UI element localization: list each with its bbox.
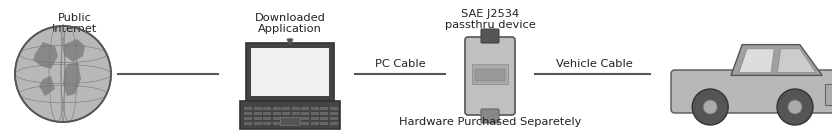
Text: Vehicle Cable: Vehicle Cable [556, 59, 632, 69]
FancyBboxPatch shape [244, 112, 252, 115]
Circle shape [777, 89, 813, 125]
FancyBboxPatch shape [329, 121, 338, 125]
FancyBboxPatch shape [282, 117, 290, 120]
FancyBboxPatch shape [240, 101, 340, 129]
FancyBboxPatch shape [310, 106, 319, 110]
FancyBboxPatch shape [329, 117, 338, 120]
Text: PC Cable: PC Cable [374, 59, 425, 69]
FancyBboxPatch shape [291, 121, 300, 125]
FancyBboxPatch shape [244, 117, 252, 120]
FancyBboxPatch shape [475, 69, 505, 81]
Text: Downloaded: Downloaded [255, 13, 325, 23]
FancyBboxPatch shape [273, 112, 280, 115]
Circle shape [15, 26, 111, 122]
FancyBboxPatch shape [254, 112, 261, 115]
Polygon shape [33, 42, 58, 69]
FancyBboxPatch shape [246, 43, 334, 101]
FancyBboxPatch shape [301, 121, 309, 125]
Text: Internet: Internet [52, 24, 97, 34]
Polygon shape [63, 39, 85, 62]
Circle shape [788, 100, 802, 114]
Polygon shape [63, 62, 81, 96]
FancyBboxPatch shape [465, 37, 515, 115]
Polygon shape [731, 45, 822, 75]
FancyBboxPatch shape [280, 117, 300, 125]
FancyBboxPatch shape [263, 121, 271, 125]
FancyBboxPatch shape [263, 117, 271, 120]
FancyBboxPatch shape [263, 112, 271, 115]
FancyBboxPatch shape [825, 84, 832, 105]
Circle shape [703, 100, 717, 114]
FancyBboxPatch shape [481, 109, 499, 123]
FancyBboxPatch shape [671, 70, 832, 113]
FancyBboxPatch shape [273, 121, 280, 125]
FancyBboxPatch shape [320, 112, 328, 115]
Text: SAE J2534: SAE J2534 [461, 9, 519, 19]
FancyBboxPatch shape [254, 117, 261, 120]
FancyBboxPatch shape [244, 121, 252, 125]
FancyBboxPatch shape [282, 121, 290, 125]
Polygon shape [777, 49, 816, 73]
FancyBboxPatch shape [301, 117, 309, 120]
Text: Hardware Purchased Separetely: Hardware Purchased Separetely [399, 117, 582, 127]
FancyBboxPatch shape [291, 106, 300, 110]
FancyBboxPatch shape [320, 117, 328, 120]
FancyBboxPatch shape [329, 106, 338, 110]
FancyBboxPatch shape [263, 106, 271, 110]
FancyBboxPatch shape [329, 112, 338, 115]
Text: Application: Application [258, 24, 322, 34]
Circle shape [692, 89, 728, 125]
FancyBboxPatch shape [244, 106, 252, 110]
FancyBboxPatch shape [310, 117, 319, 120]
Text: passthru device: passthru device [444, 20, 535, 30]
FancyBboxPatch shape [273, 117, 280, 120]
FancyBboxPatch shape [282, 106, 290, 110]
Text: Public: Public [58, 13, 92, 23]
FancyBboxPatch shape [310, 112, 319, 115]
Polygon shape [39, 76, 55, 96]
FancyBboxPatch shape [320, 121, 328, 125]
FancyBboxPatch shape [251, 48, 329, 96]
FancyBboxPatch shape [273, 106, 280, 110]
FancyBboxPatch shape [291, 112, 300, 115]
FancyBboxPatch shape [472, 64, 508, 84]
FancyBboxPatch shape [481, 29, 499, 43]
FancyBboxPatch shape [254, 106, 261, 110]
Polygon shape [739, 49, 775, 73]
FancyBboxPatch shape [310, 121, 319, 125]
FancyBboxPatch shape [320, 106, 328, 110]
FancyBboxPatch shape [301, 106, 309, 110]
FancyBboxPatch shape [291, 117, 300, 120]
FancyBboxPatch shape [301, 112, 309, 115]
FancyBboxPatch shape [282, 112, 290, 115]
FancyBboxPatch shape [254, 121, 261, 125]
